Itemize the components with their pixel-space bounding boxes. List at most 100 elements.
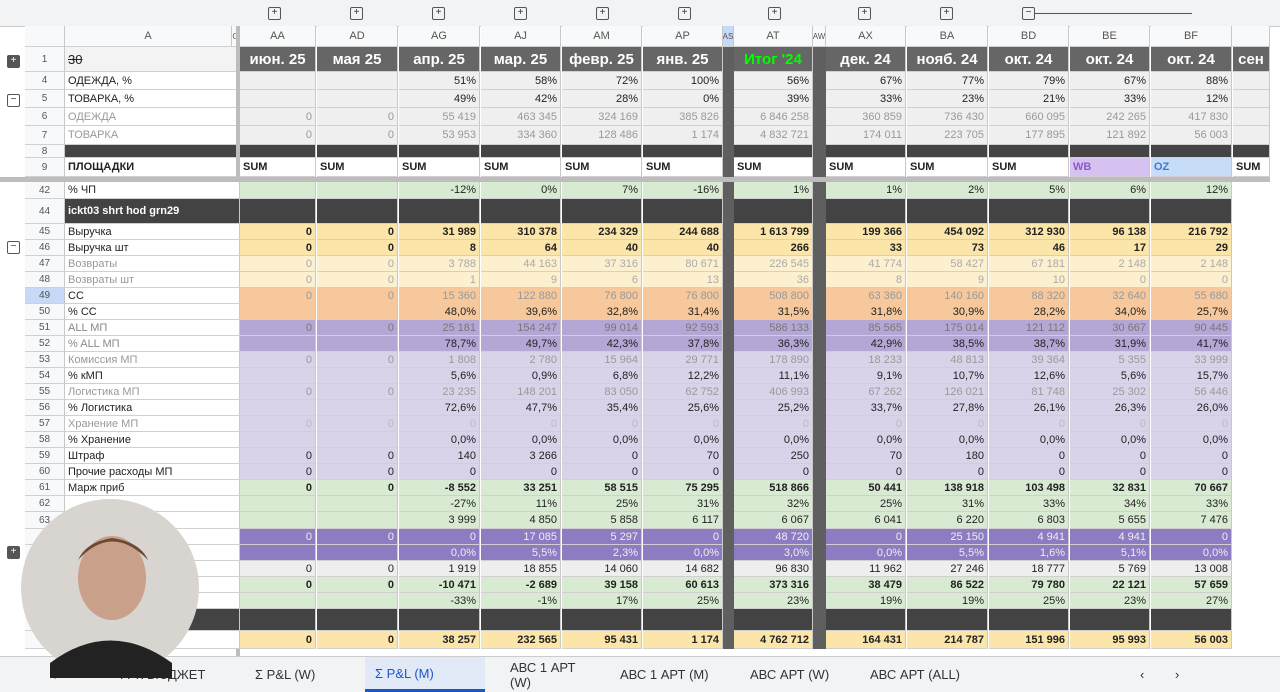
cell: [240, 609, 316, 631]
cell: [317, 496, 398, 512]
column-separator: [723, 631, 734, 649]
sheet-tab[interactable]: АВС АРТ (ALL): [870, 667, 961, 682]
sheet-tab[interactable]: Σ P&L (W): [255, 667, 316, 682]
cell: 1%: [826, 182, 906, 199]
cell: 5 355: [1070, 352, 1150, 368]
cell: 56 003: [1151, 126, 1232, 145]
column-separator: [813, 416, 826, 432]
cell: 67%: [826, 72, 906, 90]
cell: -8 552: [399, 480, 480, 496]
cell: 25,7%: [1151, 304, 1232, 320]
cell: [562, 145, 642, 158]
column-separator: [813, 72, 826, 90]
cell: 0: [907, 464, 988, 480]
cell: 0: [1070, 416, 1150, 432]
column-separator: [813, 47, 826, 72]
expand-group[interactable]: +: [940, 7, 953, 20]
cell: 232 565: [481, 631, 561, 649]
expand-group[interactable]: +: [514, 7, 527, 20]
column-separator: [723, 336, 734, 352]
cell: 0: [317, 288, 398, 304]
cell: 81 748: [989, 384, 1069, 400]
group-toggle[interactable]: −: [7, 94, 20, 107]
cell: 25%: [989, 593, 1069, 609]
sheet-tab[interactable]: АВС АРТ (W): [750, 667, 830, 682]
cell: 25 150: [907, 529, 988, 545]
expand-group[interactable]: +: [768, 7, 781, 20]
cell: 30 667: [1070, 320, 1150, 336]
cell: [1151, 145, 1232, 158]
cell: 0: [240, 577, 316, 593]
cell: 79 780: [989, 577, 1069, 593]
expand-group[interactable]: +: [432, 7, 445, 20]
cell: [317, 400, 398, 416]
expand-group[interactable]: +: [596, 7, 609, 20]
cell: 0: [317, 240, 398, 256]
column-header: AS: [723, 26, 734, 47]
group-toggle[interactable]: −: [7, 241, 20, 254]
cell: 76 800: [562, 288, 642, 304]
sheet-tab[interactable]: АВС 1 АРТ (M): [620, 667, 709, 682]
scroll-right[interactable]: ›: [1175, 667, 1180, 682]
column-header: [1232, 26, 1270, 47]
row-label: % Логистика: [65, 400, 240, 416]
cell: 6%: [1070, 182, 1150, 199]
cell: 0: [1070, 272, 1150, 288]
cell: 0,0%: [481, 432, 561, 448]
cell: 454 092: [907, 224, 988, 240]
sheet-tab[interactable]: Σ P&L (M): [365, 657, 485, 692]
group-toolbar: + + + + + + + + + −: [0, 0, 1280, 27]
cell: апр. 25: [399, 47, 480, 72]
column-separator: [723, 480, 734, 496]
column-header: A: [65, 26, 232, 47]
expand-group[interactable]: +: [858, 7, 871, 20]
cell: 37,8%: [643, 336, 723, 352]
cell: 216 792: [1151, 224, 1232, 240]
expand-group[interactable]: +: [678, 7, 691, 20]
column-separator: [723, 256, 734, 272]
cell: 23%: [734, 593, 813, 609]
cell: 13 008: [1151, 561, 1232, 577]
cell: 73: [907, 240, 988, 256]
cell: 99 014: [562, 320, 642, 336]
cell: 0: [240, 256, 316, 272]
cell: 0: [562, 448, 642, 464]
cell: 34%: [1070, 496, 1150, 512]
column-separator: [723, 577, 734, 593]
scroll-left[interactable]: ‹: [1140, 667, 1145, 682]
column-separator: [723, 47, 734, 72]
cell: 63 360: [826, 288, 906, 304]
cell: 49,7%: [481, 336, 561, 352]
cell: 463 345: [481, 108, 561, 126]
column-separator: [723, 199, 734, 224]
expand-group[interactable]: +: [268, 7, 281, 20]
cell: 0: [989, 464, 1069, 480]
cell: 518 866: [734, 480, 813, 496]
column-separator: [723, 240, 734, 256]
cell: 0: [317, 224, 398, 240]
cell: 0: [240, 480, 316, 496]
cell: 0: [317, 577, 398, 593]
sheet-tab[interactable]: АВС 1 АРТ (W): [510, 659, 576, 690]
column-separator: [813, 448, 826, 464]
cell: 64: [481, 240, 561, 256]
cell: [317, 90, 398, 108]
cell: 373 316: [734, 577, 813, 593]
column-separator: [723, 108, 734, 126]
group-toggle[interactable]: +: [7, 546, 20, 559]
cell: 25%: [643, 593, 723, 609]
cell: 48 813: [907, 352, 988, 368]
cell: 51%: [399, 72, 480, 90]
cell: 0,0%: [399, 545, 480, 561]
column-separator: [813, 158, 826, 177]
cell: 5 858: [562, 512, 642, 529]
cell: нояб. 24: [907, 47, 988, 72]
cell: 0: [643, 529, 723, 545]
cell: 1 174: [643, 631, 723, 649]
cell: 250: [734, 448, 813, 464]
row-number: 56: [25, 400, 65, 416]
group-toggle[interactable]: +: [7, 55, 20, 68]
expand-group[interactable]: +: [350, 7, 363, 20]
cell: 0: [317, 108, 398, 126]
